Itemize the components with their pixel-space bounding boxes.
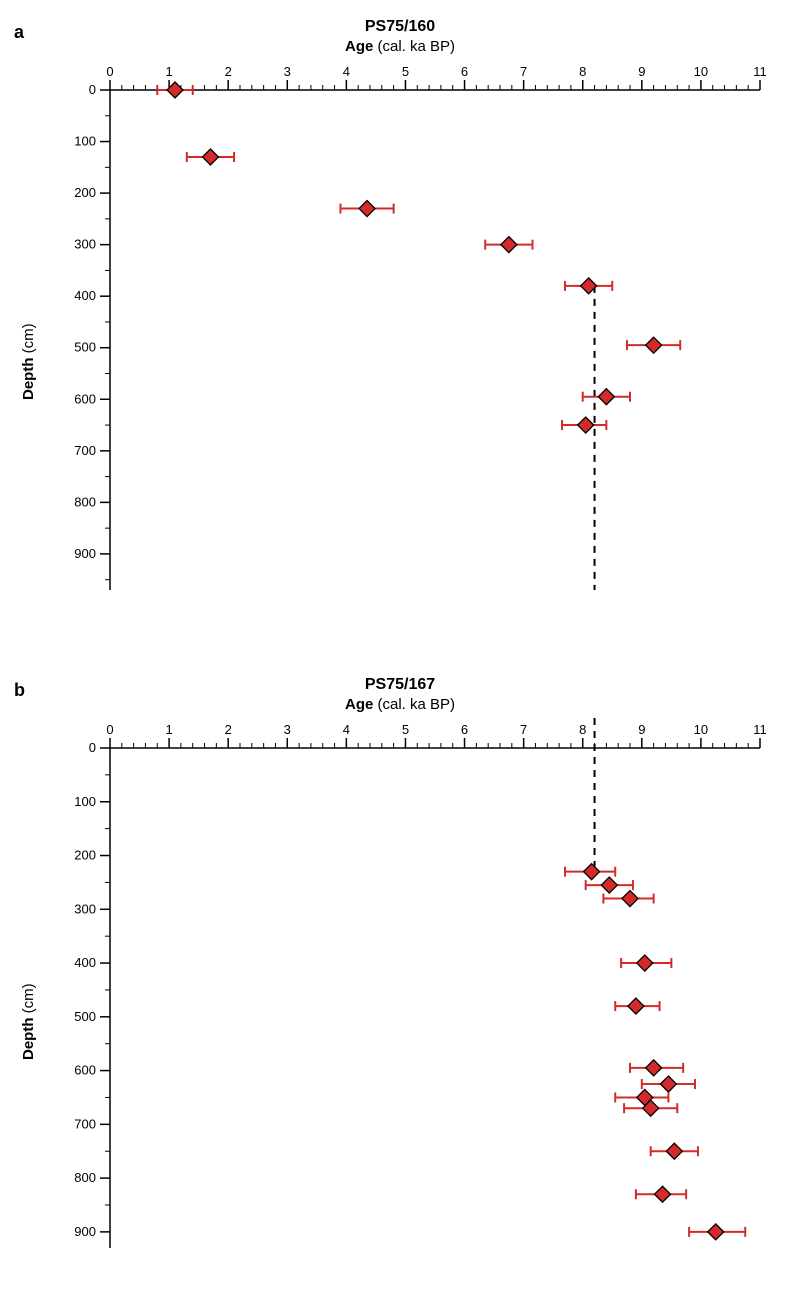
diamond-marker xyxy=(660,1076,676,1092)
y-tick-label: 700 xyxy=(74,1116,96,1131)
panel-a-title: PS75/160 xyxy=(0,18,800,36)
panel-b-x-axis-title-bold: Age xyxy=(345,696,373,713)
data-point xyxy=(630,1060,683,1076)
panel-a-chart: 0 1 2 3 4 5 6 7 8 9 10 11 0 100 200 300 400 500 600 700 800 9… xyxy=(60,60,780,630)
y-tick-label: 0 xyxy=(89,82,96,97)
data-point xyxy=(187,149,234,165)
diamond-marker xyxy=(202,149,218,165)
data-point xyxy=(636,1186,686,1202)
data-point xyxy=(689,1224,745,1240)
panel-b-y-axis-title-rest: (cm) xyxy=(20,983,37,1017)
diamond-marker xyxy=(666,1143,682,1159)
diamond-marker xyxy=(622,891,638,907)
x-tick-label: 7 xyxy=(520,64,527,79)
y-tick-label: 800 xyxy=(74,494,96,509)
y-tick-label: 300 xyxy=(74,237,96,252)
y-tick-label: 0 xyxy=(89,740,96,755)
data-point xyxy=(642,1076,695,1092)
data-point xyxy=(485,237,532,253)
x-tick-label: 10 xyxy=(694,64,708,79)
y-tick-label: 300 xyxy=(74,901,96,916)
x-tick-label: 2 xyxy=(225,64,232,79)
x-tick-label: 6 xyxy=(461,722,468,737)
y-tick-label: 900 xyxy=(74,546,96,561)
panel-a-y-axis-title: Depth (cm) xyxy=(20,323,37,400)
diamond-marker xyxy=(637,955,653,971)
panel-a-x-axis-title-bold: Age xyxy=(345,38,373,55)
x-tick-label: 4 xyxy=(343,722,350,737)
y-tick-label: 100 xyxy=(74,134,96,149)
x-tick-label: 11 xyxy=(753,722,767,737)
x-tick-label: 8 xyxy=(579,64,586,79)
data-point xyxy=(624,1100,677,1116)
x-tick-label: 0 xyxy=(106,722,113,737)
panel-b-x-axis-title-rest: (cal. ka BP) xyxy=(373,696,455,713)
x-tick-label: 5 xyxy=(402,64,409,79)
diamond-marker xyxy=(598,389,614,405)
panel-a-x-axis-title: Age (cal. ka BP) xyxy=(0,38,800,55)
x-tick-label: 3 xyxy=(284,64,291,79)
x-tick-label: 2 xyxy=(225,722,232,737)
y-tick-label: 500 xyxy=(74,1009,96,1024)
panel-b-title: PS75/167 xyxy=(0,676,800,694)
x-tick-label: 0 xyxy=(106,64,113,79)
y-tick-label: 500 xyxy=(74,340,96,355)
panel-a-x-axis-title-rest: (cal. ka BP) xyxy=(373,38,455,55)
data-point xyxy=(651,1143,698,1159)
data-point xyxy=(603,891,653,907)
panel-a-y-axis-title-bold: Depth xyxy=(20,358,37,401)
figure-canvas: a PS75/160 Age (cal. ka BP) Depth (cm) 0… xyxy=(0,0,800,1298)
data-point xyxy=(565,278,612,294)
x-tick-label: 5 xyxy=(402,722,409,737)
y-tick-label: 100 xyxy=(74,794,96,809)
panel-a-y-axis-title-rest: (cm) xyxy=(20,323,37,357)
y-tick-label: 800 xyxy=(74,1170,96,1185)
data-point xyxy=(627,337,680,353)
panel-b-y-axis-title-bold: Depth xyxy=(20,1018,37,1061)
x-tick-label: 10 xyxy=(694,722,708,737)
x-tick-label: 8 xyxy=(579,722,586,737)
x-tick-label: 7 xyxy=(520,722,527,737)
x-tick-label: 4 xyxy=(343,64,350,79)
y-tick-label: 600 xyxy=(74,391,96,406)
diamond-marker xyxy=(501,237,517,253)
y-tick-label: 900 xyxy=(74,1224,96,1239)
y-tick-label: 400 xyxy=(74,955,96,970)
data-point xyxy=(583,389,630,405)
x-tick-label: 11 xyxy=(753,64,767,79)
data-point xyxy=(340,201,393,217)
diamond-marker xyxy=(584,864,600,880)
x-tick-label: 1 xyxy=(165,722,172,737)
data-point xyxy=(621,955,671,971)
diamond-marker xyxy=(708,1224,724,1240)
panel-b-x-axis-title: Age (cal. ka BP) xyxy=(0,696,800,713)
panel-b-chart: 0 1 2 3 4 5 6 7 8 9 10 11 0 100 200 300 400 500 600 700 800 9… xyxy=(60,718,780,1288)
x-tick-label: 9 xyxy=(638,722,645,737)
y-tick-label: 600 xyxy=(74,1063,96,1078)
diamond-marker xyxy=(628,998,644,1014)
y-tick-label: 400 xyxy=(74,288,96,303)
diamond-marker xyxy=(655,1186,671,1202)
x-tick-label: 1 xyxy=(165,64,172,79)
data-point xyxy=(565,864,615,880)
data-point xyxy=(615,1089,668,1105)
y-tick-label: 200 xyxy=(74,185,96,200)
panel-b-y-axis-title: Depth (cm) xyxy=(20,983,37,1060)
data-point xyxy=(586,877,633,893)
y-tick-label: 700 xyxy=(74,443,96,458)
data-point xyxy=(157,82,192,98)
x-tick-label: 3 xyxy=(284,722,291,737)
data-point xyxy=(562,417,606,433)
diamond-marker xyxy=(646,1060,662,1076)
diamond-marker xyxy=(359,201,375,217)
diamond-marker xyxy=(601,877,617,893)
x-tick-label: 6 xyxy=(461,64,468,79)
x-tick-label: 9 xyxy=(638,64,645,79)
diamond-marker xyxy=(578,417,594,433)
diamond-marker xyxy=(646,337,662,353)
data-point xyxy=(615,998,659,1014)
y-tick-label: 200 xyxy=(74,848,96,863)
